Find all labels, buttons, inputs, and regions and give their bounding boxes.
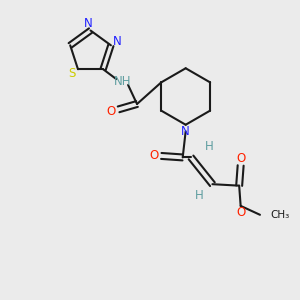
Text: O: O <box>236 206 246 219</box>
Text: S: S <box>68 67 75 80</box>
Text: N: N <box>113 35 122 48</box>
Text: N: N <box>84 17 93 31</box>
Text: O: O <box>106 105 116 118</box>
Text: O: O <box>149 149 158 162</box>
Text: NH: NH <box>114 75 132 88</box>
Text: CH₃: CH₃ <box>270 210 290 220</box>
Text: N: N <box>181 125 190 138</box>
Text: O: O <box>237 152 246 165</box>
Text: H: H <box>205 140 213 153</box>
Text: H: H <box>195 189 203 202</box>
